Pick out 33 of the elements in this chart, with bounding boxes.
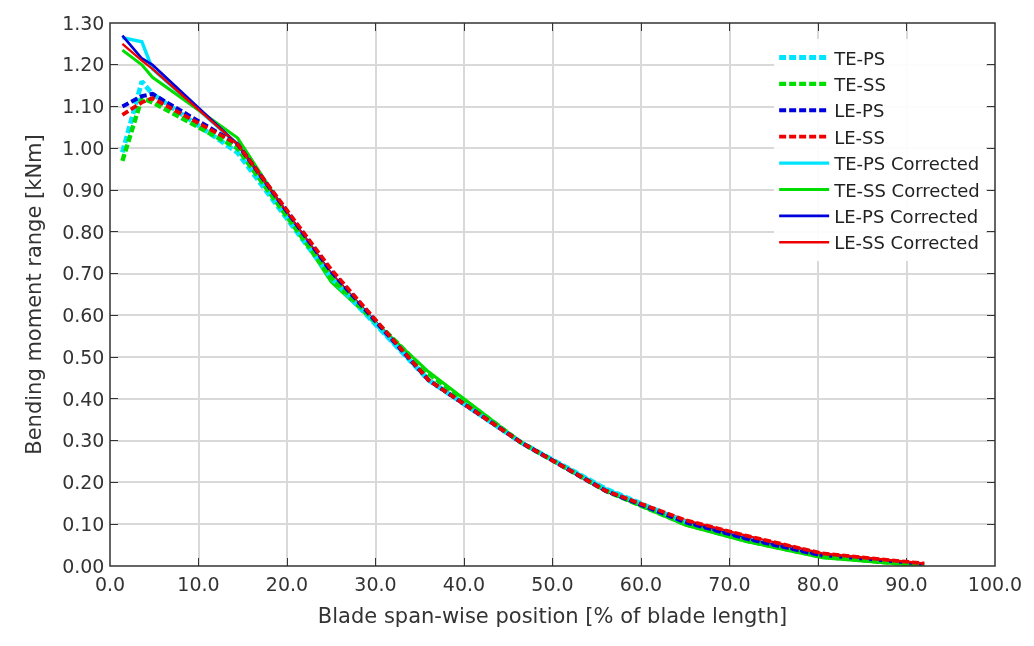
x-tick-label: 80.0 [796,572,840,595]
x-axis-title: Blade span-wise position [% of blade length] [317,604,788,629]
y-tick-label: 0.60 [62,304,105,327]
legend-label: TE-PS Corrected [833,153,980,175]
y-tick-label: 1.00 [62,136,105,159]
y-tick-label: 0.40 [62,387,105,410]
x-tick-label: 90.0 [885,572,928,595]
y-tick-label: 0.30 [62,429,105,452]
y-tick-label: 1.20 [62,53,105,76]
legend-label: TE-SS [833,73,886,95]
y-tick-label: 1.10 [62,95,105,118]
legend-label: TE-SS Corrected [833,179,980,201]
y-tick-label: 1.30 [62,11,105,34]
y-tick-label: 0.80 [62,220,105,243]
legend-label: LE-SS [834,126,885,148]
y-tick-label: 0.70 [62,262,105,285]
y-tick-label: 0.50 [62,345,105,368]
x-tick-label: 70.0 [708,572,751,595]
x-tick-label: 50.0 [531,572,574,595]
x-tick-label: 40.0 [442,572,486,595]
y-axis-title: Bending moment range [kNm] [21,134,46,455]
legend-label: TE-PS [833,47,886,69]
x-tick-label: 100.0 [967,572,1023,595]
legend-label: LE-PS Corrected [834,205,979,227]
x-tick-label: 30.0 [354,572,397,595]
y-tick-label: 0.20 [62,471,105,494]
y-tick-label: 0.90 [62,178,105,201]
legend-label: LE-SS Corrected [834,232,979,254]
x-tick-label: 20.0 [265,572,309,595]
y-tick-label: 0.10 [62,512,105,535]
legend-label: LE-PS [834,100,885,122]
x-tick-label: 60.0 [619,572,663,595]
x-tick-label: 10.0 [177,572,220,595]
